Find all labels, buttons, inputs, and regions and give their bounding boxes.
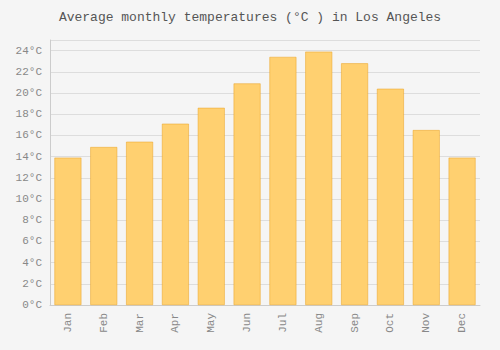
svg-text:Jun: Jun: [241, 313, 253, 333]
svg-text:0°C: 0°C: [22, 299, 42, 311]
svg-text:Jul: Jul: [277, 313, 289, 333]
svg-text:Mar: Mar: [134, 313, 146, 333]
svg-text:22°C: 22°C: [16, 66, 43, 78]
svg-text:24°C: 24°C: [16, 45, 43, 57]
svg-text:Oct: Oct: [384, 313, 396, 333]
svg-text:Aug: Aug: [313, 313, 325, 333]
svg-text:Dec: Dec: [456, 313, 468, 333]
svg-text:Nov: Nov: [420, 313, 432, 333]
svg-text:4°C: 4°C: [22, 257, 42, 269]
svg-text:10°C: 10°C: [16, 193, 43, 205]
svg-text:2°C: 2°C: [22, 278, 42, 290]
svg-text:14°C: 14°C: [16, 151, 43, 163]
svg-text:Jan: Jan: [62, 313, 74, 333]
svg-text:16°C: 16°C: [16, 129, 43, 141]
svg-text:May: May: [205, 313, 217, 333]
svg-text:12°C: 12°C: [16, 172, 43, 184]
svg-text:Average monthly temperatures (: Average monthly temperatures (°C ) in Lo…: [59, 10, 441, 25]
svg-text:Feb: Feb: [98, 313, 110, 333]
svg-text:20°C: 20°C: [16, 87, 43, 99]
svg-text:8°C: 8°C: [22, 214, 42, 226]
svg-text:18°C: 18°C: [16, 108, 43, 120]
svg-text:Sep: Sep: [349, 313, 361, 333]
svg-text:6°C: 6°C: [22, 235, 42, 247]
svg-text:Apr: Apr: [169, 313, 181, 333]
